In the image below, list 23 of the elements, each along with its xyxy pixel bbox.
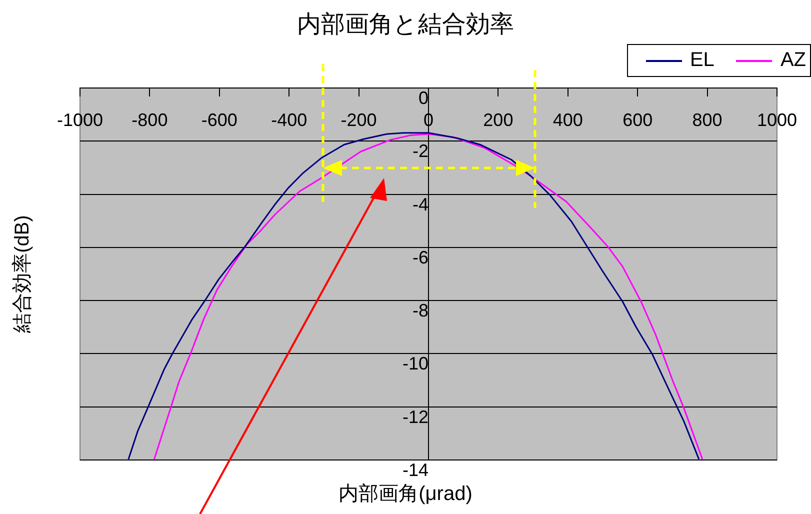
chart-title: 内部画角と結合効率 bbox=[296, 10, 515, 40]
y-tick-label: -12 bbox=[402, 406, 428, 427]
x-tick-label: 800 bbox=[692, 110, 722, 130]
legend-label: AZ bbox=[780, 49, 806, 72]
y-tick-label: 0 bbox=[418, 88, 428, 108]
x-tick-label: 600 bbox=[622, 110, 653, 130]
y-axis-title: 結合効率(dB) bbox=[10, 215, 34, 333]
x-tick-label: 400 bbox=[552, 110, 583, 130]
x-tick-label: 200 bbox=[483, 110, 514, 130]
x-tick-label: -200 bbox=[340, 110, 377, 130]
legend-label: EL bbox=[690, 49, 714, 72]
x-tick-label: -800 bbox=[132, 110, 168, 130]
y-tick-label: -6 bbox=[412, 247, 428, 268]
y-tick-label: -2 bbox=[412, 141, 428, 162]
x-axis-title: 内部画角(μrad) bbox=[338, 482, 474, 507]
y-tick-label: -14 bbox=[402, 460, 428, 480]
x-tick-label: -1000 bbox=[56, 110, 104, 130]
y-tick-label: -10 bbox=[402, 354, 428, 374]
x-tick-label: -600 bbox=[201, 110, 238, 130]
x-tick-label: -400 bbox=[271, 110, 308, 130]
y-tick-label: -4 bbox=[412, 194, 428, 214]
x-tick-label: 1000 bbox=[756, 110, 797, 130]
y-tick-label: -8 bbox=[412, 300, 428, 321]
